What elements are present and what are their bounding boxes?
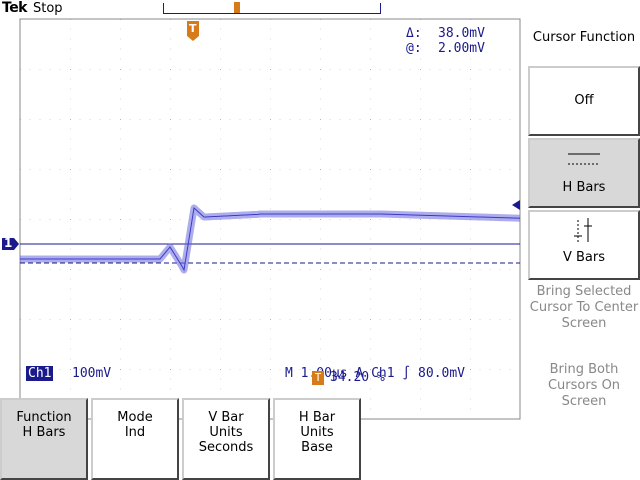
hbar-units-button[interactable]: H Bar Units Base xyxy=(273,398,361,480)
menu-title: Cursor Function xyxy=(532,30,636,45)
delta-value: 38.0mV xyxy=(438,26,485,41)
hbar-units-line2: Units xyxy=(300,425,334,440)
cursor-at-value: 2.00mV xyxy=(438,41,485,56)
mode-line2: Ind xyxy=(124,425,146,440)
hbar-units-line3: Base xyxy=(301,440,333,455)
acquisition-status: Stop xyxy=(33,1,63,16)
bring-cursors-hint[interactable]: Bring Both Cursors On Screen xyxy=(547,362,621,409)
ch1-waveform-core xyxy=(20,207,521,272)
trigger-position-value: 34.20 % xyxy=(330,370,385,385)
vbars-button[interactable]: V Bars xyxy=(528,210,640,280)
cursor-at-label: @: xyxy=(406,41,422,56)
ch1-marker-label: 1 xyxy=(4,236,13,250)
trigger-level-arrow-icon[interactable] xyxy=(512,200,520,210)
vbars-label: V Bars xyxy=(562,250,606,265)
ch1-scale: 100mV xyxy=(72,366,112,381)
delta-label: Δ: xyxy=(406,26,422,41)
trigger-position-tick xyxy=(234,2,240,13)
ch1-tag: Ch1 xyxy=(26,366,54,381)
hbars-button[interactable]: H Bars xyxy=(528,138,640,208)
function-line1: Function xyxy=(16,410,72,425)
vbar-units-line3: Seconds xyxy=(198,440,254,455)
timebase-readout: M 1.00µs A Ch1 ∫ 80.0mV xyxy=(285,366,466,381)
off-button[interactable]: Off xyxy=(528,66,640,136)
vbar-units-line2: Units xyxy=(209,425,243,440)
vbar-units-button[interactable]: V Bar Units Seconds xyxy=(182,398,270,480)
hbars-icon xyxy=(568,153,600,165)
brand-label: Tek xyxy=(2,0,28,16)
ch1-ground-marker[interactable] xyxy=(2,238,19,250)
trigger-position-marker[interactable] xyxy=(187,21,199,41)
record-position-bar xyxy=(163,2,381,14)
off-label: Off xyxy=(574,93,594,108)
center-cursor-hint[interactable]: Bring Selected Cursor To Center Screen xyxy=(529,284,639,331)
mode-button[interactable]: Mode Ind xyxy=(91,398,179,480)
hbars-label: H Bars xyxy=(562,180,606,195)
trigger-marker-label: T xyxy=(189,22,197,35)
hbar-units-line1: H Bar xyxy=(298,410,336,425)
vbars-icon xyxy=(574,218,592,244)
mode-line1: Mode xyxy=(117,410,153,425)
function-button[interactable]: Function H Bars xyxy=(0,398,88,480)
function-line2: H Bars xyxy=(22,425,66,440)
vbar-units-line1: V Bar xyxy=(208,410,244,425)
trigger-position-icon: T xyxy=(312,371,324,385)
